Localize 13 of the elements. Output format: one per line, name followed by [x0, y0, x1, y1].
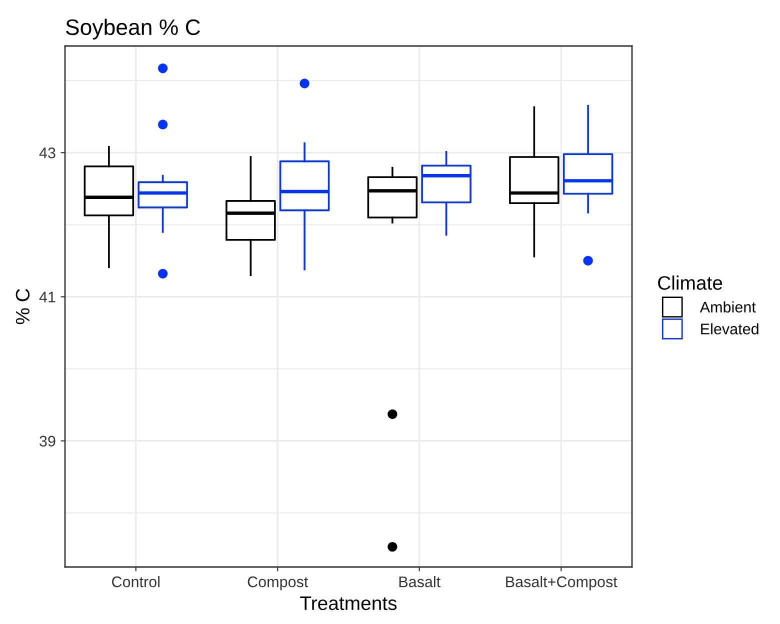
- y-tick-label: 41: [39, 292, 56, 302]
- chart-title: Soybean % C: [66, 18, 200, 40]
- x-tick-label: Basalt+Compost: [506, 576, 618, 590]
- y-axis-title: % C: [16, 288, 30, 324]
- legend-label: Elevated: [701, 323, 758, 334]
- x-tick-label: Basalt: [399, 576, 440, 588]
- y-tick-label: 39: [40, 436, 56, 447]
- x-tick-label: Compost: [248, 576, 308, 590]
- x-tick-label: Control: [112, 576, 160, 588]
- legend-label: Ambient: [700, 301, 756, 313]
- x-axis-title: Treatments: [300, 596, 397, 610]
- legend-title: Climate: [658, 276, 722, 290]
- y-tick-label: 43: [39, 148, 56, 158]
